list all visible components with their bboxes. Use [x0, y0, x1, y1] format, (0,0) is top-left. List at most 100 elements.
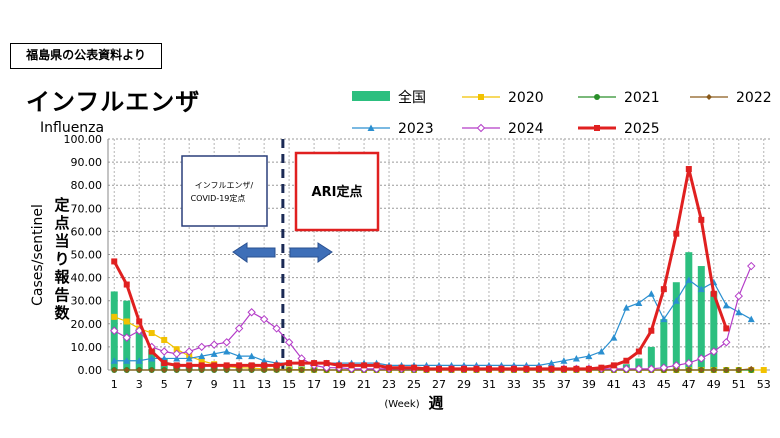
point-2025	[136, 318, 143, 325]
point-2023	[223, 348, 231, 355]
x-axis-label-ja: 週	[428, 394, 443, 412]
point-2022	[748, 365, 755, 372]
legend-label-2020: 2020	[508, 90, 544, 106]
x-tick-label: 9	[211, 378, 218, 391]
y-tick-label: 40.00	[71, 272, 103, 285]
point-2025	[535, 365, 542, 372]
y-axis-label-ja-char: 点	[54, 214, 69, 232]
x-tick-label: 7	[186, 378, 193, 391]
point-2025	[685, 166, 692, 173]
point-2024	[672, 361, 681, 370]
point-2022	[173, 367, 180, 373]
legend-marker-2020	[478, 94, 484, 100]
left-arrow	[232, 242, 276, 263]
legend-label-全国: 全国	[398, 89, 426, 106]
point-2025	[460, 365, 467, 372]
point-2024	[622, 364, 631, 374]
y-axis-label-ja-char: 告	[54, 286, 69, 304]
y-tick-label: 0.00	[78, 364, 103, 377]
point-2025	[273, 362, 280, 369]
point-2025	[485, 365, 492, 372]
y-axis-label-ja-char: 当	[54, 232, 69, 250]
point-2025	[635, 348, 642, 355]
point-2024	[722, 338, 731, 347]
point-2025	[386, 364, 393, 371]
point-2025	[198, 362, 205, 369]
point-2022	[198, 367, 205, 373]
point-2022	[123, 367, 130, 373]
point-2023	[148, 354, 156, 362]
point-2024	[122, 333, 131, 342]
ari-box	[294, 151, 380, 232]
point-2024	[647, 364, 656, 374]
x-tick-label: 31	[482, 378, 496, 391]
bar-zenkoku	[135, 328, 143, 370]
legend-marker-2024	[476, 123, 486, 133]
point-2024	[184, 347, 194, 356]
y-tick-label: 60.00	[71, 225, 103, 238]
y-tick-label: 30.00	[71, 295, 103, 308]
source-note: 福島県の公表資料より	[10, 43, 162, 69]
point-2023	[173, 354, 181, 362]
point-2023	[185, 354, 193, 362]
point-2023	[547, 359, 555, 367]
point-2022	[211, 367, 218, 373]
x-tick-label: 47	[682, 378, 696, 391]
point-2022	[298, 367, 305, 373]
point-2023	[635, 299, 643, 307]
point-2025	[323, 360, 330, 367]
point-2022	[286, 367, 293, 373]
legend-marker-2022	[706, 94, 712, 100]
point-2023	[585, 352, 593, 360]
y-tick-label: 90.00	[71, 156, 103, 169]
point-2022	[223, 367, 230, 373]
point-2023	[135, 357, 143, 364]
point-2024	[160, 347, 169, 356]
chart-subtitle: Influenza	[40, 120, 105, 136]
point-2024	[222, 338, 231, 347]
chart-title: インフルエンザ	[26, 88, 201, 116]
y-axis-label-ja-char: 定	[54, 196, 69, 214]
x-tick-label: 11	[232, 378, 246, 391]
point-2024	[734, 291, 743, 301]
point-2025	[248, 362, 255, 369]
point-2022	[735, 367, 742, 373]
point-2023	[235, 352, 243, 360]
x-tick-label: 43	[632, 378, 646, 391]
point-2025	[286, 360, 293, 367]
point-2024	[684, 358, 694, 368]
point-2022	[136, 367, 143, 373]
bar-zenkoku	[672, 282, 680, 370]
point-2025	[298, 360, 305, 367]
x-tick-label: 19	[332, 378, 346, 391]
point-2020	[173, 346, 180, 353]
point-2025	[723, 325, 730, 332]
point-2025	[585, 365, 592, 372]
x-tick-label: 45	[657, 378, 671, 391]
point-2023	[123, 357, 131, 364]
y-tick-label: 80.00	[71, 179, 103, 192]
x-tick-label: 3	[136, 378, 143, 391]
point-2023	[735, 308, 743, 316]
point-2025	[436, 365, 442, 372]
point-2025	[361, 362, 368, 369]
legend-label-2025: 2025	[624, 121, 660, 137]
point-2025	[710, 290, 717, 297]
point-2025	[161, 360, 168, 367]
point-2025	[523, 365, 530, 372]
legend-label-2024: 2024	[508, 121, 544, 137]
point-2022	[186, 367, 193, 373]
point-2025	[610, 362, 617, 369]
point-2025	[186, 362, 193, 369]
point-2025	[448, 365, 455, 372]
point-2020	[161, 336, 168, 343]
point-2023	[660, 315, 668, 323]
x-tick-label: 5	[161, 378, 168, 391]
legend-swatch-zenkoku	[352, 91, 390, 101]
point-2023	[110, 357, 118, 364]
point-2025	[373, 362, 380, 369]
point-2023	[672, 297, 680, 304]
y-axis-label-ja-char: り	[54, 250, 69, 268]
point-2023	[560, 357, 568, 364]
